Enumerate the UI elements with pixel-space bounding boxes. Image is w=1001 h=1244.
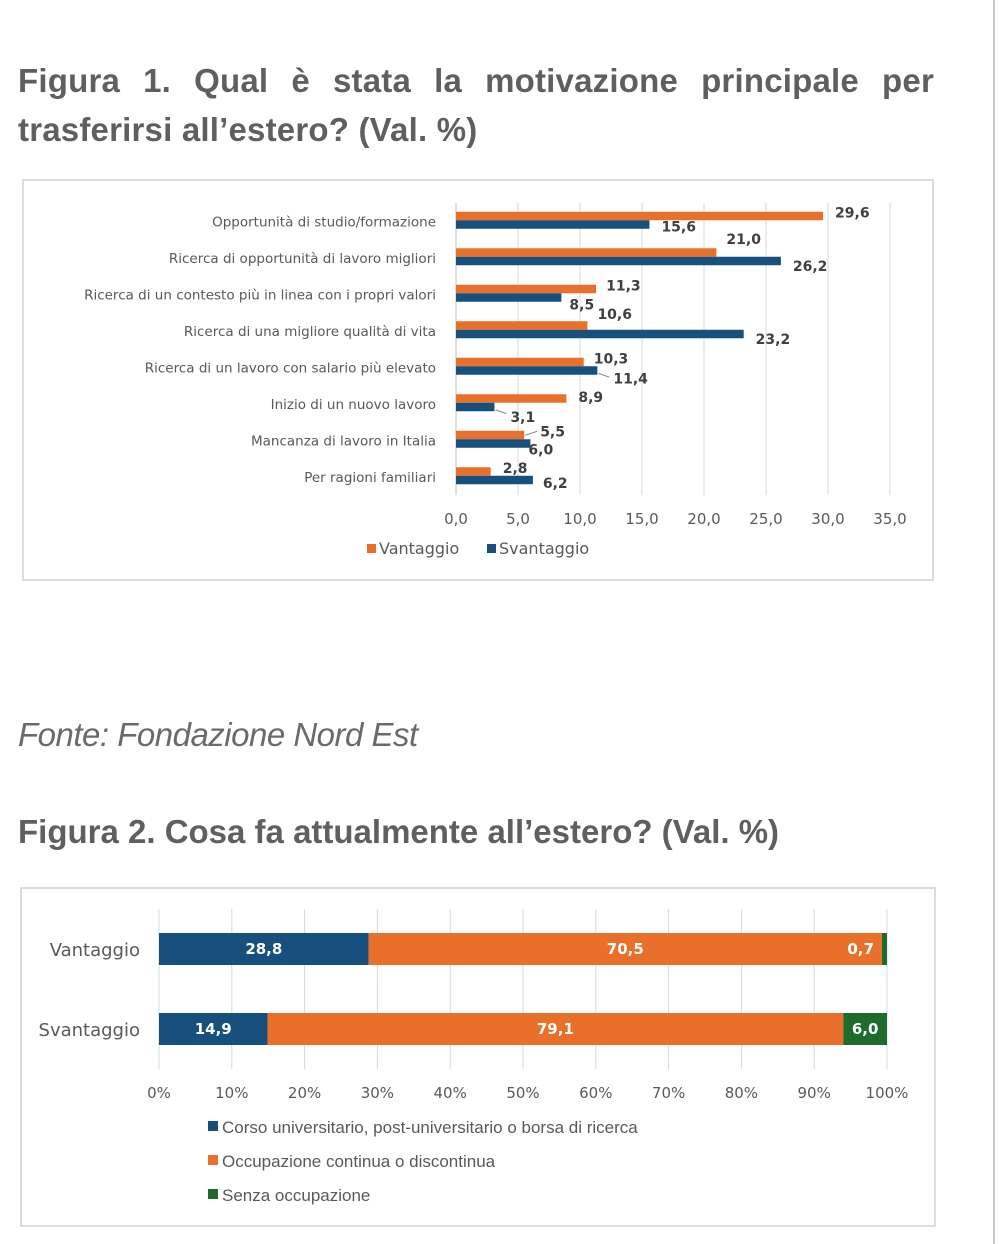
chart2-x-tick-label: 70%: [652, 1084, 685, 1102]
chart1-container: 0,0 5,0 10,0 15,0 20,0 25,0 30,0 35,0 Opportunit…: [22, 179, 934, 581]
chart2-x-tick-label: 80%: [725, 1084, 758, 1102]
chart1-data-label-vantaggio: 5,5: [540, 424, 565, 440]
chart1-data-label-svantaggio: 23,2: [756, 332, 791, 348]
legend-label-svantaggio: Svantaggio: [499, 539, 589, 558]
chart1-data-label-vantaggio: 10,3: [594, 351, 629, 367]
chart1-data-label-vantaggio: 2,8: [503, 461, 528, 477]
chart1-data-label-vantaggio: 29,6: [835, 205, 870, 221]
chart1-x-tick-label: 0,0: [444, 510, 468, 528]
chart2-data-label-occupazione: 70,5: [607, 940, 644, 958]
chart2-legend-label: Senza occupazione: [222, 1186, 370, 1205]
chart2-x-tick-label: 40%: [434, 1084, 467, 1102]
chart1-category-label: Ricerca di un contesto più in linea con …: [84, 287, 436, 303]
chart1-data-label-svantaggio: 6,0: [528, 442, 553, 458]
chart1-data-label-vantaggio: 21,0: [726, 232, 761, 248]
chart1-bar-vantaggio: [456, 430, 525, 440]
chart1-bar-svantaggio: [456, 329, 744, 339]
chart1-bar-svantaggio: [456, 293, 562, 302]
chart2-data-label-corso: 28,8: [245, 940, 282, 958]
chart1-category-label: Inizio di un nuovo lavoro: [271, 397, 436, 413]
figure2-title: Figura 2. Cosa fa attualmente all’estero…: [18, 813, 780, 850]
chart1-bar-vantaggio: [456, 357, 584, 367]
chart1-x-tick-label: 5,0: [506, 510, 530, 528]
chart2-category-label: Vantaggio: [50, 940, 140, 961]
chart1-x-tick-label: 35,0: [873, 510, 906, 528]
chart2-legend-label: Corso universitario, post-universitario …: [222, 1118, 638, 1137]
chart2-bar-occupazione: [267, 1013, 844, 1045]
chart2-x-tick-label: 60%: [579, 1084, 612, 1102]
chart1-bar-vantaggio: [456, 284, 597, 294]
chart1-category-label: Ricerca di opportunità di lavoro miglior…: [169, 251, 436, 267]
chart1-data-label-svantaggio: 26,2: [793, 259, 828, 275]
chart1-svg: 0,0 5,0 10,0 15,0 20,0 25,0 30,0 35,0 Opportunit…: [84, 203, 907, 558]
chart1-category-label: Ricerca di un lavoro con salario più ele…: [145, 360, 436, 376]
chart1-category-label: Opportunità di studio/formazione: [212, 214, 436, 230]
chart2-data-label-senza: 6,0: [852, 1020, 879, 1038]
chart2-x-tick-label: 90%: [798, 1084, 831, 1102]
chart2-bar-occupazione: [368, 933, 882, 965]
chart2-data-label-corso: 14,9: [195, 1020, 232, 1038]
chart1-data-label-vantaggio: 10,6: [597, 307, 632, 323]
chart2-bar-senza: [843, 1013, 887, 1045]
legend-swatch-svantaggio: [487, 544, 496, 553]
chart2-bar-corso: [159, 1013, 268, 1045]
chart1-bar-svantaggio: [456, 475, 533, 485]
chart1-bar-svantaggio: [456, 366, 598, 375]
chart1-bar-vantaggio: [456, 321, 588, 330]
chart1-bar-vantaggio: [456, 394, 567, 403]
source-caption: Fonte: Fondazione Nord Est: [18, 716, 418, 753]
chart1-category-label: Ricerca di una migliore qualità di vita: [184, 324, 436, 340]
chart1-data-label-svantaggio: 6,2: [543, 476, 568, 492]
chart1-category-label: Mancanza di lavoro in Italia: [251, 433, 436, 449]
chart2-x-tick-label: 50%: [506, 1084, 539, 1102]
chart2-x-tick-label: 100%: [866, 1084, 909, 1102]
chart2-legend-label: Occupazione continua o discontinua: [222, 1152, 496, 1171]
chart2-x-tick-label: 0%: [147, 1084, 171, 1102]
chart1-data-label-svantaggio: 8,5: [569, 297, 594, 313]
chart1-bar-vantaggio: [456, 211, 824, 221]
chart1-bar-vantaggio: [456, 248, 717, 257]
chart2-svg: 0% 10% 20% 30% 40% 50% 60% 70% 80% 90% 100% Vantagg…: [39, 909, 909, 1205]
chart2-container: 0% 10% 20% 30% 40% 50% 60% 70% 80% 90% 100% Vantagg…: [20, 887, 936, 1227]
chart1-bar-vantaggio: [456, 467, 491, 476]
chart2-legend-swatch: [208, 1189, 218, 1199]
chart1-x-tick-label: 30,0: [811, 510, 844, 528]
chart1-data-label-vantaggio: 11,3: [606, 278, 641, 294]
chart1-bar-svantaggio: [456, 220, 650, 229]
chart2-data-label-senza: 0,7: [847, 940, 874, 958]
chart2-x-tick-label: 20%: [288, 1084, 321, 1102]
chart1-leader-line: [598, 372, 610, 378]
chart1-data-label-svantaggio: 3,1: [510, 410, 535, 426]
page-edge-rule: [993, 0, 995, 1244]
chart1-x-tick-label: 25,0: [749, 510, 782, 528]
chart2-x-tick-label: 30%: [361, 1084, 394, 1102]
chart2-x-tick-label: 10%: [215, 1084, 248, 1102]
legend-label-vantaggio: Vantaggio: [379, 539, 459, 558]
chart1-bar-svantaggio: [456, 439, 531, 448]
chart1-data-label-svantaggio: 15,6: [661, 219, 696, 235]
chart1-x-tick-label: 10,0: [563, 510, 596, 528]
chart1-leader-line: [525, 430, 538, 436]
chart1-category-label: Per ragioni familiari: [304, 470, 436, 486]
chart2-legend-swatch: [208, 1121, 218, 1131]
chart2-bar-senza: [881, 933, 887, 965]
chart1-x-tick-label: 15,0: [625, 510, 658, 528]
chart1-bar-svantaggio: [456, 256, 781, 266]
chart1-data-label-vantaggio: 8,9: [578, 390, 603, 406]
chart1-bar-svantaggio: [456, 402, 495, 412]
chart1-x-tick-label: 20,0: [687, 510, 720, 528]
chart1-leader-line: [495, 409, 507, 415]
legend-swatch-vantaggio: [367, 544, 376, 553]
chart2-category-label: Svantaggio: [39, 1020, 140, 1041]
chart2-legend-swatch: [208, 1155, 218, 1165]
chart2-data-label-occupazione: 79,1: [537, 1020, 574, 1038]
chart2-bar-corso: [159, 933, 369, 965]
chart1-data-label-svantaggio: 11,4: [613, 371, 648, 387]
figure1-title: Figura 1. Qual è stata la motivazione pr…: [18, 62, 934, 148]
